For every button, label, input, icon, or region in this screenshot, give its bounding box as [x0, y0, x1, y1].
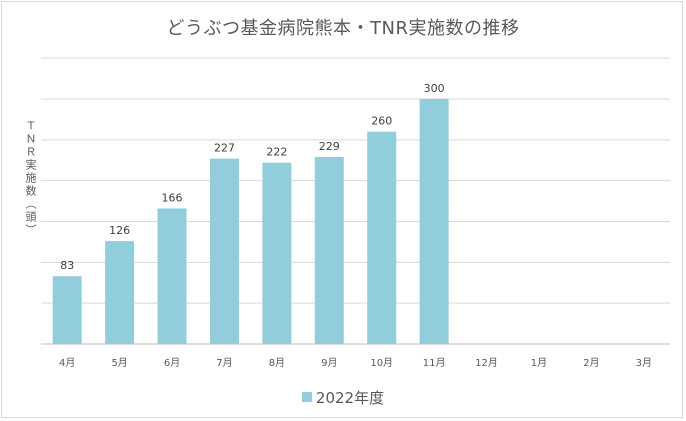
chart-title: どうぶつ基金病院熊本・TNR実施数の推移: [166, 18, 520, 39]
data-labels: 83 126 166 227 222 229 260 300: [60, 82, 444, 272]
data-label-4: 227: [214, 142, 235, 155]
x-tick-label-9: 12月: [475, 357, 498, 369]
x-tick-label-6: 9月: [321, 357, 337, 369]
bars: [52, 99, 449, 344]
x-tick-label-1: 4月: [59, 357, 75, 369]
bar-3: [157, 208, 187, 344]
y-axis-label: ＴＮＲ実施数（頭）: [24, 120, 37, 237]
legend-label: 2022年度: [315, 389, 385, 407]
x-tick-label-7: 10月: [370, 357, 393, 369]
bar-7: [367, 131, 397, 344]
x-tick-label-12: 3月: [636, 357, 652, 369]
legend-swatch: [301, 392, 312, 402]
bar-4: [209, 158, 239, 344]
data-label-8: 300: [424, 82, 445, 95]
data-label-6: 229: [319, 140, 340, 153]
bar-2: [105, 241, 135, 344]
gridlines: [41, 57, 670, 345]
bar-8: [419, 99, 449, 344]
data-label-2: 126: [109, 224, 130, 237]
x-tick-labels: 4月 5月 6月 7月 8月 9月 10月 11月 12月 1月 2月 3月: [59, 357, 652, 369]
x-tick-label-3: 6月: [164, 357, 180, 369]
data-label-3: 166: [162, 191, 183, 204]
data-label-5: 222: [266, 146, 287, 159]
x-tick-label-2: 5月: [111, 357, 127, 369]
x-tick-label-11: 2月: [583, 357, 599, 369]
x-tick-label-5: 8月: [269, 357, 285, 369]
bar-6: [314, 156, 344, 344]
x-tick-label-4: 7月: [216, 357, 232, 369]
bar-5: [262, 162, 292, 344]
data-label-7: 260: [371, 115, 392, 128]
bar-1: [52, 276, 82, 344]
data-label-1: 83: [60, 259, 74, 272]
x-tick-label-10: 1月: [531, 357, 547, 369]
x-tick-label-8: 11月: [423, 357, 446, 369]
legend: 2022年度: [0, 387, 686, 408]
